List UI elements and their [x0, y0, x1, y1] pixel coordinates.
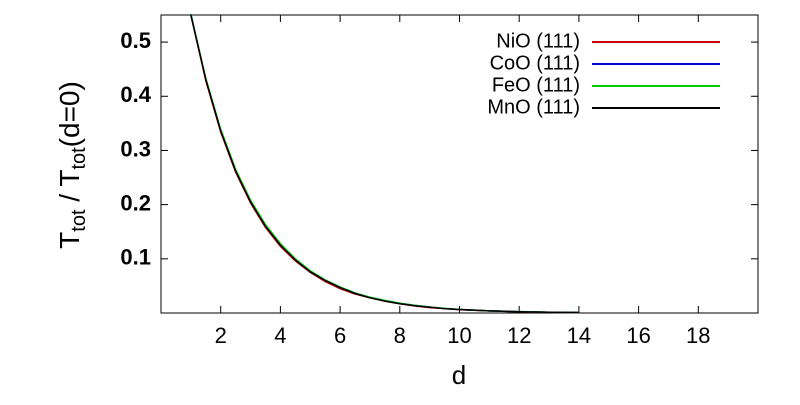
x-tick-label: 12 — [507, 323, 531, 348]
y-tick-label: 0.5 — [120, 28, 151, 53]
y-axis-label: Ttot / Ttot(d=0) — [54, 81, 90, 249]
y-tick-label: 0.2 — [120, 190, 151, 215]
legend-label: NiO (111) — [496, 30, 580, 52]
y-tick-label: 0.1 — [120, 245, 151, 270]
legend-label: FeO (111) — [492, 74, 580, 96]
y-tick-label: 0.3 — [120, 136, 151, 161]
y-label-part: T — [54, 232, 85, 249]
y-label-part: tot — [68, 209, 90, 232]
y-label-part: tot — [68, 147, 90, 170]
x-tick-label: 4 — [274, 323, 286, 348]
x-tick-label: 8 — [394, 323, 406, 348]
x-axis-label: d — [452, 360, 466, 390]
x-tick-label: 18 — [686, 323, 710, 348]
y-tick-label: 0.4 — [120, 82, 151, 107]
x-tick-label: 14 — [567, 323, 591, 348]
series-line — [190, 14, 579, 314]
y-label-part: / T — [54, 170, 85, 210]
plot-frame — [160, 14, 759, 314]
x-tick-label: 10 — [447, 323, 471, 348]
x-tick-label: 6 — [334, 323, 346, 348]
legend-label: MnO (111) — [487, 96, 580, 118]
x-tick-label: 16 — [626, 323, 650, 348]
legend-label: CoO (111) — [490, 52, 580, 74]
x-tick-label: 2 — [215, 323, 227, 348]
y-label-part: (d=0) — [54, 81, 85, 147]
